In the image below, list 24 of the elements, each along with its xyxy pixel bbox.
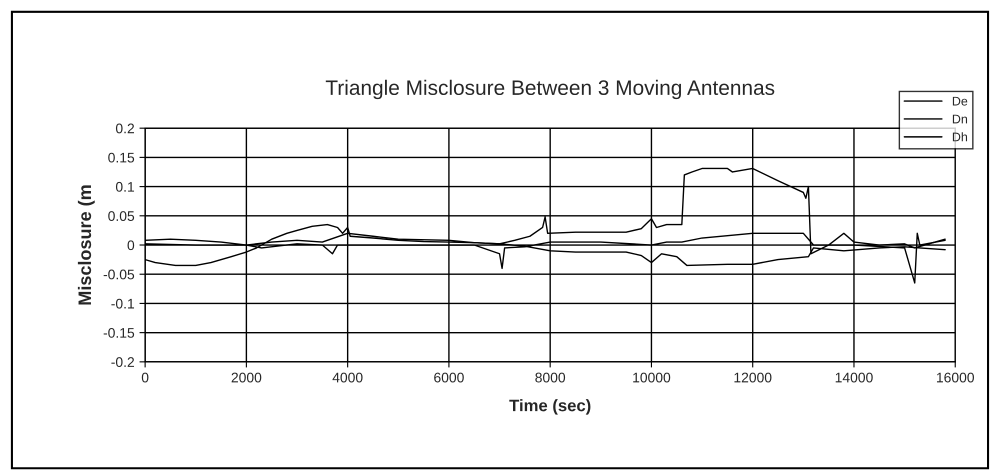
x-tick-label: 4000 [332,372,363,382]
y-tick-label: 0.1 [116,182,134,192]
x-tick-label: 2000 [232,372,262,382]
y-tick-label: -0.2 [111,357,134,368]
x-tick-label: 8000 [535,372,566,382]
y-tick-label: 0.2 [116,124,134,134]
legend-label: De [952,96,968,106]
y-axis-title: Misclosure (m [78,185,95,305]
x-tick-label: 0 [142,372,148,382]
x-tick-label: 16000 [936,372,974,382]
x-axis-title: Time (sec) [509,399,590,415]
legend-label: Dn [952,114,968,124]
y-tick-label: 0.15 [108,152,134,163]
x-tick-label: 14000 [836,372,873,382]
legend-label: Dh [952,132,968,142]
y-tick-label: -0.15 [104,328,134,338]
y-tick-label: -0.05 [104,270,134,280]
x-tick-label: 6000 [434,372,464,382]
y-tick-label: 0.05 [108,211,134,221]
y-tick-label: -0.1 [111,298,134,309]
y-tick-label: 0 [128,240,134,250]
chart-title: Triangle Misclosure Between 3 Moving Antennas [326,80,774,100]
x-tick-label: 12000 [734,372,772,382]
x-tick-label: 10000 [633,372,670,382]
